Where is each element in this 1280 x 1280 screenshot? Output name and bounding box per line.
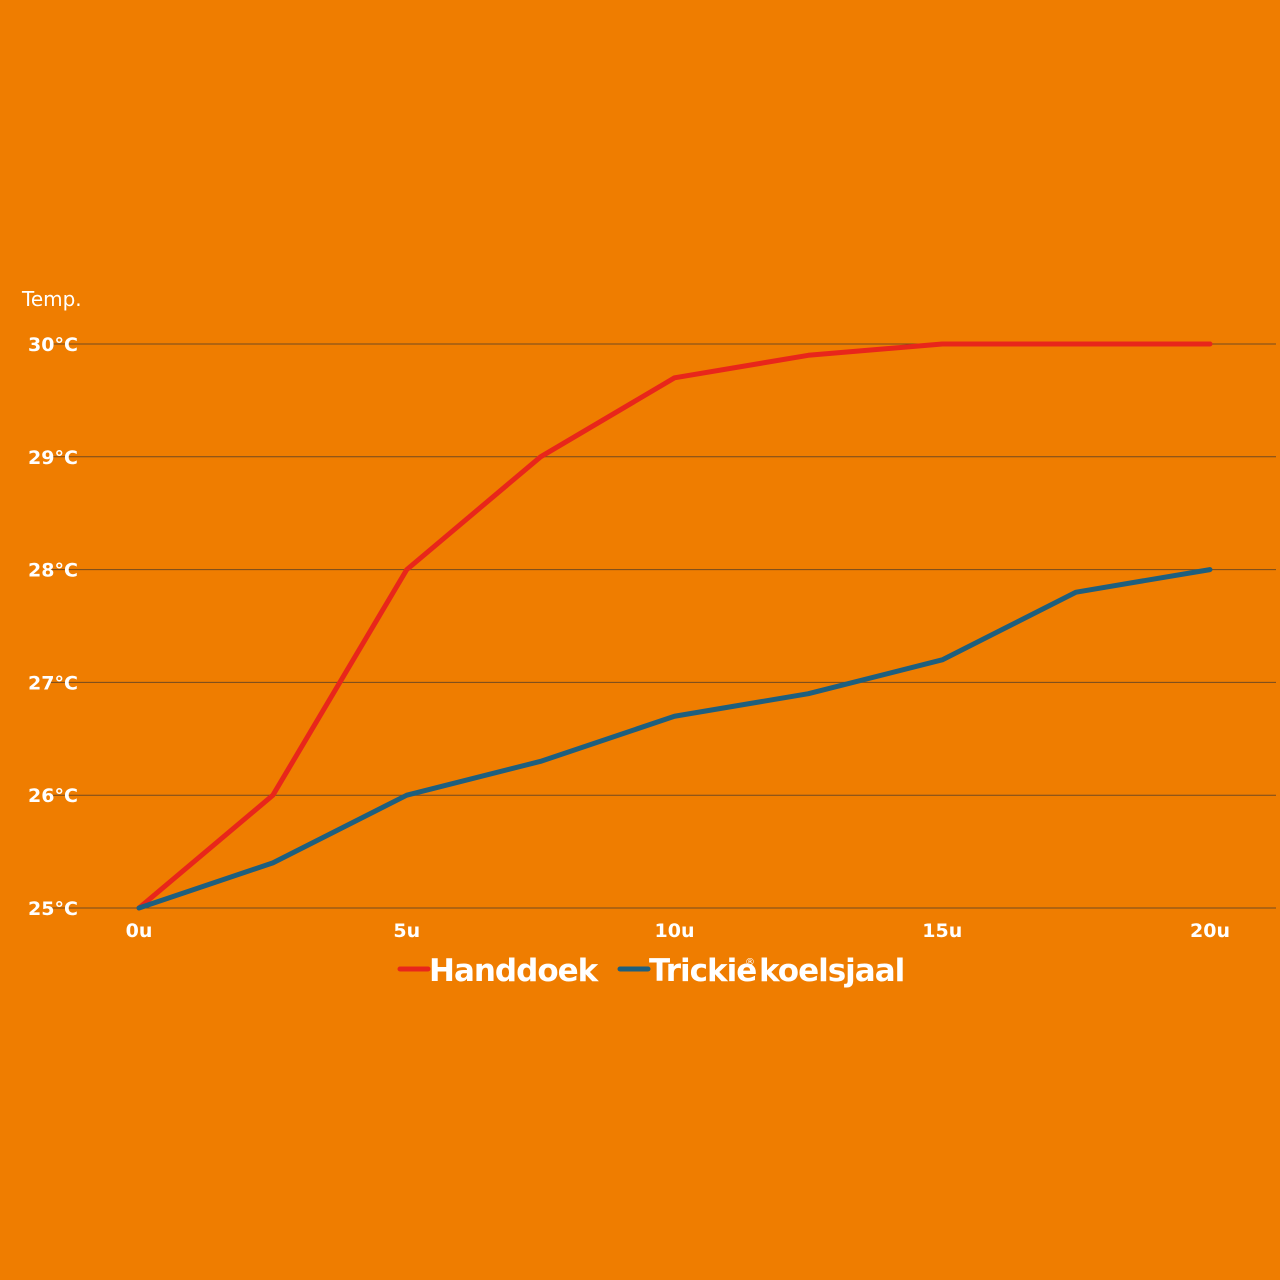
legend: Handdoek Trickie® koelsjaal <box>397 953 905 989</box>
x-tick-label: 5u <box>393 920 420 942</box>
gridlines <box>50 343 1276 909</box>
y-tick-label: 26°C <box>28 785 78 807</box>
y-tick-label: 30°C <box>28 334 78 356</box>
y-tick-label: 27°C <box>28 672 78 694</box>
x-axis-ticks: 0u 5u 10u 15u 20u <box>126 920 1230 942</box>
x-tick-label: 0u <box>126 920 153 942</box>
x-tick-label: 15u <box>922 920 962 942</box>
y-axis-label: Temp. <box>21 287 82 311</box>
x-tick-label: 10u <box>655 920 695 942</box>
registered-mark: ® <box>745 957 755 968</box>
legend-label-koelsjaal: koelsjaal <box>759 953 904 989</box>
series-line-trickie <box>136 567 1213 911</box>
x-tick-label: 20u <box>1190 920 1230 942</box>
legend-label-trickie: Trickie <box>649 953 756 989</box>
y-tick-label: 29°C <box>28 447 78 469</box>
y-tick-label: 28°C <box>28 560 78 582</box>
series-line-handdoek <box>136 341 1213 911</box>
series-lines <box>136 341 1213 911</box>
legend-label-handdoek: Handdoek <box>429 953 600 989</box>
y-axis-ticks: 25°C 26°C 27°C 28°C 29°C 30°C <box>28 334 78 920</box>
y-tick-label: 25°C <box>28 898 78 920</box>
